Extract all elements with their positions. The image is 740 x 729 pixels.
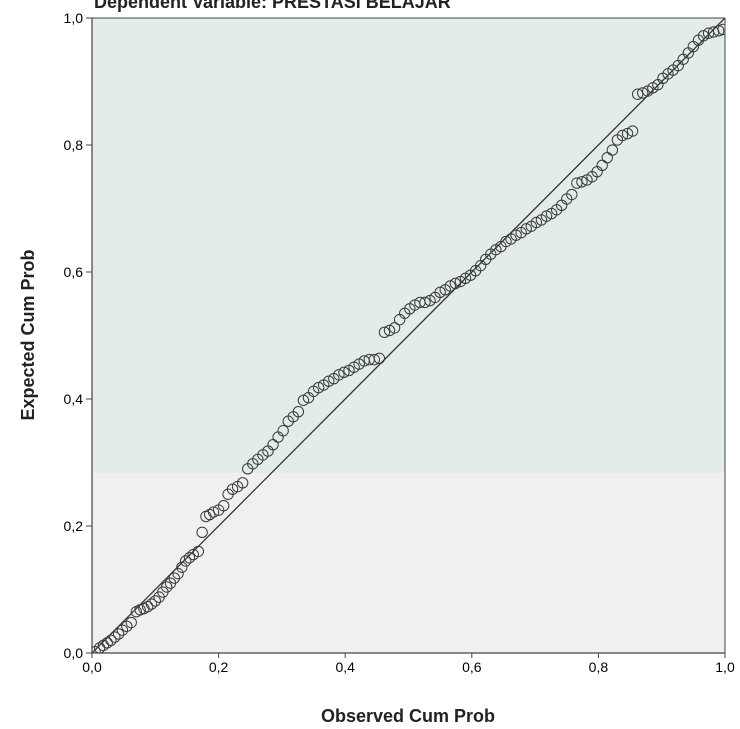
data-point-131: [717, 23, 725, 36]
x-tick-label-3: 0,6: [462, 659, 482, 675]
data-point-4: [105, 634, 117, 646]
data-point-56: [338, 366, 350, 379]
data-point-51: [312, 381, 325, 394]
data-point-18: [160, 581, 173, 593]
data-point-20: [168, 572, 180, 584]
data-point-115: [637, 87, 649, 99]
data-point-8: [121, 620, 133, 633]
x-axis-ticks: 0,0 0,2 0,4 0,6 0,8 1,0: [82, 653, 735, 675]
x-axis-title: Observed Cum Prob: [321, 706, 495, 726]
data-point-26: [192, 545, 205, 558]
y-tick-label-0: 0,0: [64, 645, 84, 661]
plot-background-bottom: [92, 473, 725, 653]
reference-line-group: [92, 18, 725, 653]
data-points: [92, 23, 725, 653]
data-point-36: [236, 477, 249, 489]
x-tick-label-0: 0,0: [82, 659, 102, 675]
data-point-14: [145, 598, 158, 610]
data-point-9: [125, 616, 137, 629]
data-point-112: [621, 127, 634, 140]
data-point-55: [333, 369, 345, 381]
data-point-7: [116, 624, 129, 636]
data-point-32: [217, 499, 230, 512]
chart-title: Dependent Variable: PRESTASI BELAJAR: [94, 0, 451, 12]
y-axis-ticks: 0,0 0,2 0,4 0,6 0,8 1,0: [64, 10, 92, 661]
data-point-75: [434, 286, 446, 299]
data-point-6: [112, 628, 125, 640]
data-point-30: [207, 506, 220, 518]
data-point-24: [183, 552, 196, 564]
y-tick-label-5: 1,0: [64, 10, 84, 26]
data-point-102: [571, 177, 583, 189]
x-tick-label-5: 1,0: [715, 659, 735, 675]
data-point-90: [510, 229, 522, 241]
data-point-114: [631, 88, 644, 100]
data-point-101: [566, 188, 578, 201]
data-point-113: [626, 125, 639, 137]
data-point-21: [172, 567, 184, 580]
y-tick-label-1: 0,2: [64, 518, 84, 534]
y-tick-label-3: 0,6: [64, 264, 84, 280]
data-point-65: [383, 324, 396, 337]
data-point-66: [388, 322, 401, 334]
data-point-27: [196, 526, 208, 539]
data-point-111: [616, 129, 629, 142]
x-tick-label-1: 0,2: [209, 659, 229, 675]
data-point-127: [697, 30, 710, 42]
data-point-23: [179, 555, 192, 567]
data-point-0: [92, 646, 101, 653]
y-axis-title: Expected Cum Prob: [18, 249, 38, 420]
x-tick-label-4: 0,8: [589, 659, 609, 675]
data-point-62: [368, 353, 381, 366]
plot-background-top: [92, 18, 725, 473]
data-point-3: [101, 637, 113, 649]
data-point-48: [297, 394, 310, 406]
data-point-109: [606, 144, 619, 156]
data-point-15: [149, 595, 162, 607]
data-point-44: [277, 425, 289, 437]
data-point-13: [142, 600, 154, 613]
data-point-34: [226, 483, 239, 495]
plot-area: [92, 18, 725, 653]
data-point-92: [520, 223, 532, 235]
x-tick-label-2: 0,4: [335, 659, 355, 675]
data-point-72: [419, 296, 431, 309]
data-point-53: [323, 375, 335, 387]
data-point-96: [540, 210, 553, 222]
y-tick-label-2: 0,4: [64, 391, 84, 407]
data-point-22: [176, 561, 188, 573]
data-point-77: [444, 280, 456, 292]
data-point-78: [449, 277, 462, 290]
data-point-88: [500, 235, 512, 248]
data-point-5: [109, 631, 121, 643]
plot-frame: [91, 17, 726, 654]
data-point-103: [576, 176, 588, 188]
y-tick-label-4: 0,8: [64, 137, 84, 153]
data-point-63: [373, 352, 386, 365]
data-point-130: [712, 25, 725, 37]
data-point-47: [292, 406, 305, 418]
reference-line: [92, 18, 725, 653]
data-point-64: [378, 326, 391, 339]
data-point-94: [530, 216, 543, 229]
data-point-29: [204, 508, 216, 521]
